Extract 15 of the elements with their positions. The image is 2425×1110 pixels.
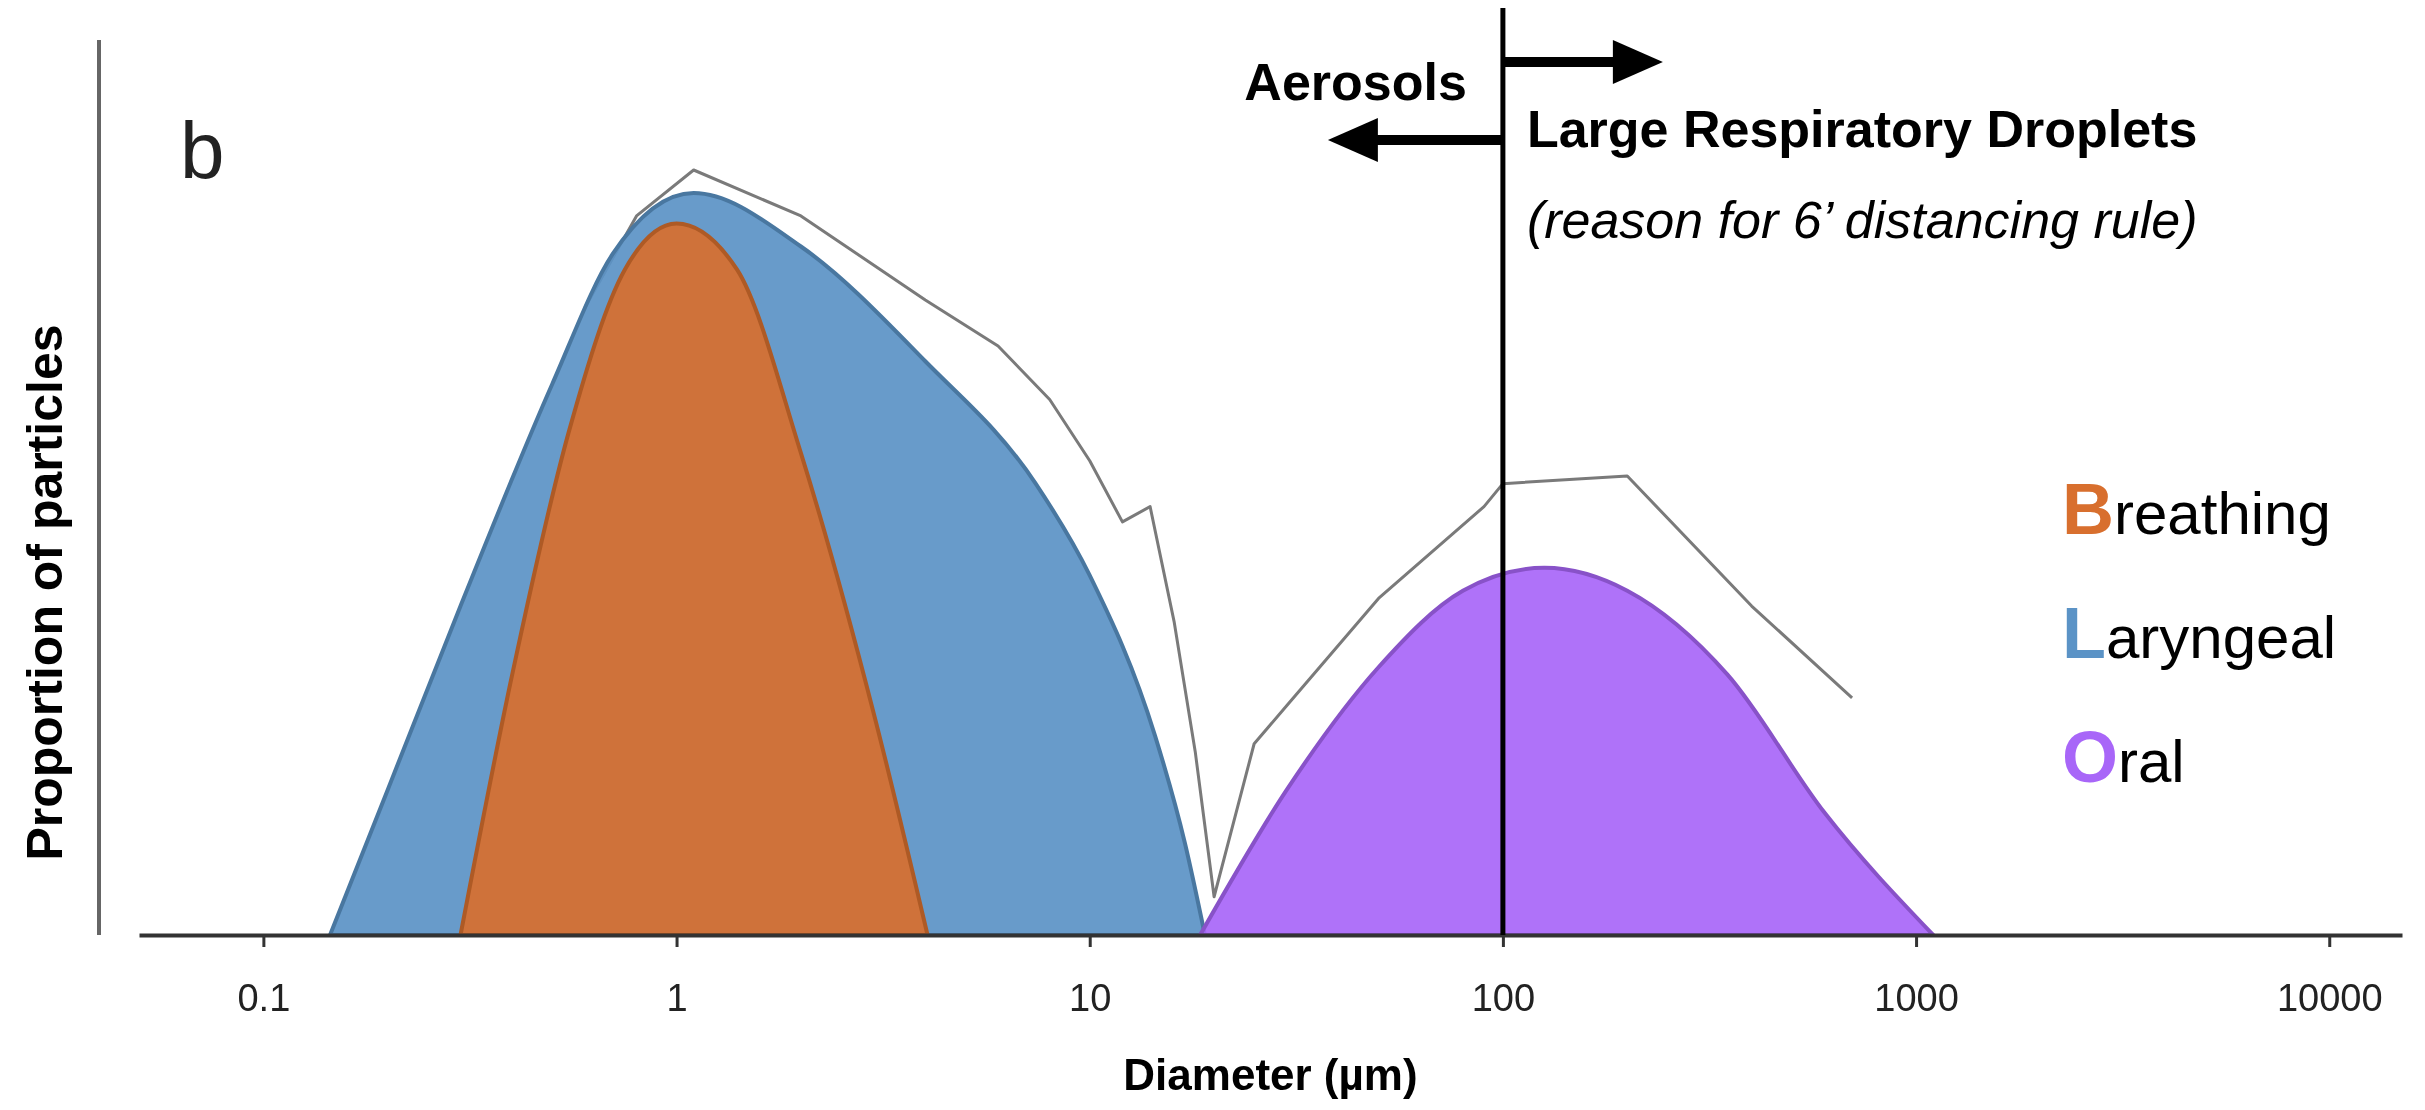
x-tick-label: 0.1 <box>237 976 291 1019</box>
y-axis-title: Proportion of particles <box>17 324 73 861</box>
x-tick-label: 100 <box>1471 976 1536 1019</box>
x-tick-label: 10000 <box>2276 976 2383 1019</box>
text: Breathing <box>2062 469 2331 549</box>
text: Oral <box>2062 717 2185 797</box>
x-tick-label: 10 <box>1069 976 1112 1019</box>
x-tick-label: 1000 <box>1874 976 1959 1019</box>
x-tick-label: 1 <box>666 976 688 1019</box>
text: Aerosols <box>1244 53 1467 111</box>
text: Laryngeal <box>2062 593 2337 673</box>
x-axis-title: Diameter (µm) <box>1123 1050 1418 1099</box>
text: Large Respiratory Droplets <box>1526 100 2198 158</box>
annotation: (reason for 6’ distancing rule) <box>1526 191 2198 249</box>
chart-title: b <box>180 106 225 195</box>
